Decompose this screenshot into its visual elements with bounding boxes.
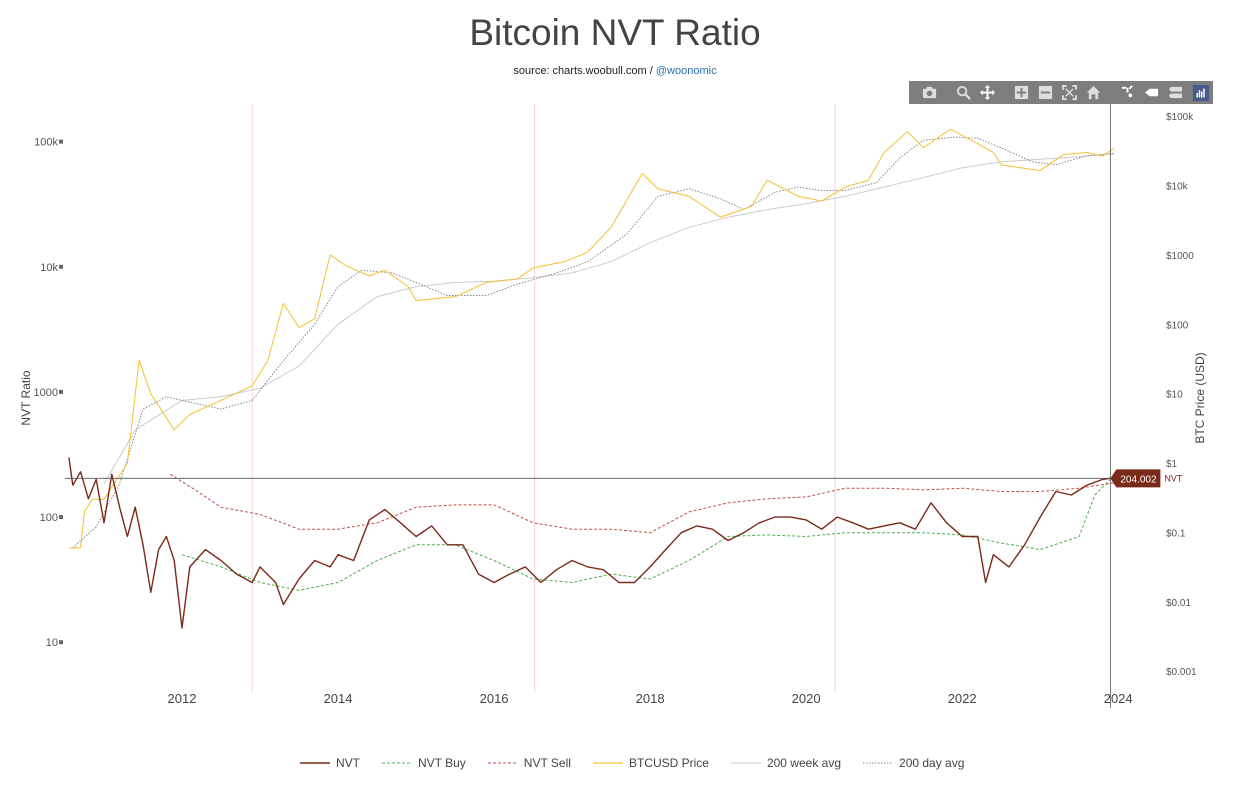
zoom-icon[interactable]	[951, 81, 975, 104]
legend-item-200-week-avg[interactable]: 200 week avg	[730, 756, 842, 770]
modebar-toolbar	[909, 81, 1213, 104]
hover-layer: 204.002 NVT	[65, 84, 1183, 708]
home-icon[interactable]	[1081, 81, 1105, 104]
camera-icon[interactable]	[917, 81, 941, 104]
left-tick-mark	[59, 640, 63, 645]
legend-label: 200 week avg	[766, 756, 842, 770]
autoscale-icon[interactable]	[1057, 81, 1081, 104]
right-tick-label: $1	[1166, 459, 1178, 470]
chart-title: Bitcoin NVT Ratio	[469, 12, 761, 53]
right-tick-label: $10k	[1166, 182, 1189, 193]
right-tick-label: $0.1	[1166, 528, 1186, 539]
legend-item-nvt-buy[interactable]: NVT Buy	[382, 756, 466, 770]
legend-label: NVT	[336, 756, 360, 770]
right-tick-label: $100	[1166, 320, 1189, 331]
series-nvt	[68, 457, 1111, 629]
right-tick-label: $0.001	[1166, 667, 1197, 678]
legend-label: NVT Sell	[523, 756, 571, 770]
source-handle-link[interactable]: @woonomic	[655, 65, 717, 77]
series-btcusd-price	[68, 128, 1115, 549]
legend-label: NVT Buy	[418, 756, 466, 770]
spike-lines-icon[interactable]	[1115, 81, 1139, 104]
zoom-out-icon[interactable]	[1033, 81, 1057, 104]
x-tick-label: 2016	[480, 691, 509, 706]
left-tick-mark	[59, 264, 63, 269]
right-tick-label: $100k	[1166, 112, 1194, 123]
hover-compare-icon[interactable]	[1163, 81, 1187, 104]
left-tick-label: 10k	[40, 262, 58, 274]
zoom-in-icon[interactable]	[1009, 81, 1033, 104]
legend-label: BTCUSD Price	[628, 756, 709, 770]
left-axis: 10 100 1000 10k 100k	[34, 137, 63, 649]
right-axis-title: BTC Price (USD)	[1193, 352, 1207, 443]
halving-lines	[251, 104, 836, 692]
right-tick-label: $10	[1166, 390, 1183, 401]
left-tick-mark	[59, 139, 63, 144]
x-tick-label: 2018	[636, 691, 665, 706]
hover-label-value: 204.002	[1120, 474, 1157, 485]
x-tick-label: 2012	[168, 691, 197, 706]
legend-label: 200 day avg	[899, 756, 965, 770]
left-tick-mark	[59, 389, 63, 394]
series-layer	[68, 128, 1119, 629]
series-200-week-avg	[103, 153, 1115, 485]
left-tick-label: 100k	[34, 137, 58, 149]
legend-item-nvt[interactable]: NVT	[300, 756, 360, 770]
series-nvt-sell	[170, 473, 1119, 534]
left-tick-label: 10	[46, 637, 58, 649]
x-tick-label: 2024	[1104, 691, 1133, 706]
legend-item-btcusd-price[interactable]: BTCUSD Price	[592, 756, 709, 770]
right-axis: $0.001 $0.01 $0.1 $1 $10 $100 $1000 $10k $100k	[1166, 112, 1197, 678]
pan-icon[interactable]	[975, 81, 999, 104]
chart-legend: NVT NVT Buy NVT Sell BTCUSD Price 200 we…	[300, 756, 986, 770]
plotly-logo-icon[interactable]	[1193, 84, 1209, 101]
left-axis-title: NVT Ratio	[19, 370, 33, 425]
left-tick-label: 1000	[34, 387, 58, 399]
legend-item-200-day-avg[interactable]: 200 day avg	[863, 756, 964, 770]
hover-closest-icon[interactable]	[1139, 81, 1163, 104]
legend-item-nvt-sell[interactable]: NVT Sell	[487, 756, 571, 770]
x-axis: 2012 2014 2016 2018 2020 2022 2024	[168, 691, 1133, 706]
hover-label-series: NVT	[1164, 473, 1183, 483]
left-tick-mark	[59, 515, 63, 520]
left-tick-label: 100	[40, 512, 58, 524]
hover-label-box	[1110, 469, 1161, 488]
series-200-day-avg	[72, 136, 1115, 549]
right-tick-label: $1000	[1166, 251, 1194, 262]
x-tick-label: 2022	[948, 691, 977, 706]
source-text: source: charts.woobull.com /	[513, 65, 656, 77]
right-tick-label: $0.01	[1166, 598, 1191, 609]
x-tick-label: 2014	[324, 691, 353, 706]
chart-subtitle: source: charts.woobull.com / @woonomic	[0, 65, 1230, 77]
x-tick-label: 2020	[792, 691, 821, 706]
